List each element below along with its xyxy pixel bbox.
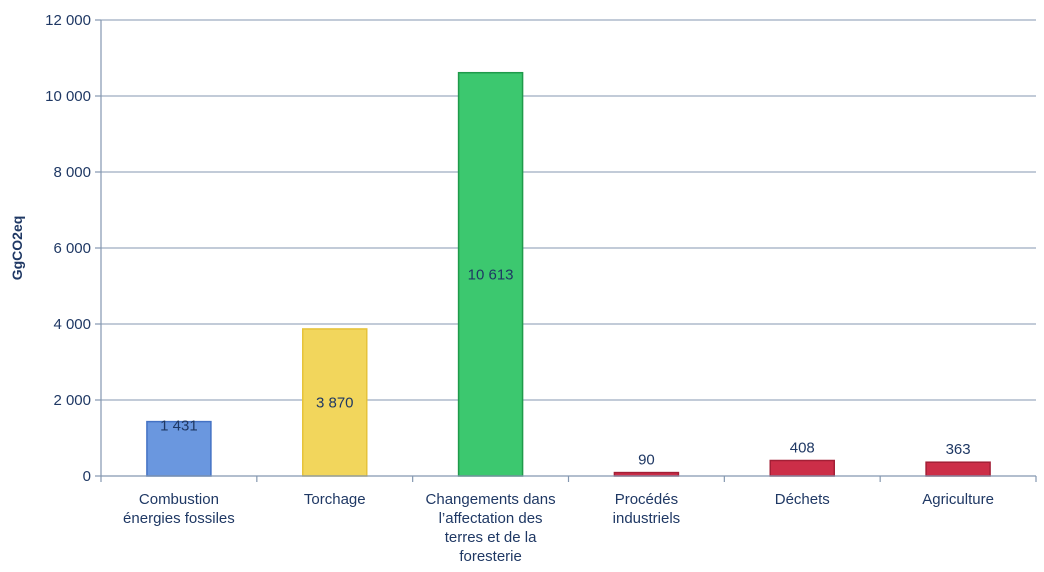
y-tick-label: 2 000 xyxy=(53,392,91,409)
y-axis-title: GgCO2eq xyxy=(9,216,25,281)
y-tick-label: 4 000 xyxy=(53,316,91,333)
category-label: Torchage xyxy=(304,491,366,508)
data-label: 1 431 xyxy=(160,418,198,435)
y-tick-label: 12 000 xyxy=(45,12,91,29)
y-tick-label: 8 000 xyxy=(53,164,91,181)
category-label: Procédés industriels xyxy=(613,491,681,527)
data-label: 408 xyxy=(790,439,815,456)
category-label: Déchets xyxy=(775,491,830,508)
data-label: 363 xyxy=(946,441,971,458)
category-label: Agriculture xyxy=(922,491,994,508)
bars xyxy=(146,71,991,477)
bar xyxy=(925,461,991,477)
axes xyxy=(95,19,1037,482)
labels: 0 2 000 4 000 6 000 8 000 10 000 12 000 1 431 Co… xyxy=(45,12,994,565)
gridlines xyxy=(101,19,1036,401)
y-tick-label: 6 000 xyxy=(53,240,91,257)
y-tick-label: 0 xyxy=(83,468,91,485)
bar xyxy=(769,459,835,477)
y-tick-label: 10 000 xyxy=(45,88,91,105)
bar xyxy=(457,71,524,477)
data-label: 90 xyxy=(638,452,655,469)
bar xyxy=(302,328,368,477)
data-label: 3 870 xyxy=(316,394,354,411)
category-label: Combustion énergies fossiles xyxy=(123,491,235,527)
data-label: 10 613 xyxy=(468,266,514,283)
category-label: Changements dans l’affectation des terres … xyxy=(426,491,556,565)
